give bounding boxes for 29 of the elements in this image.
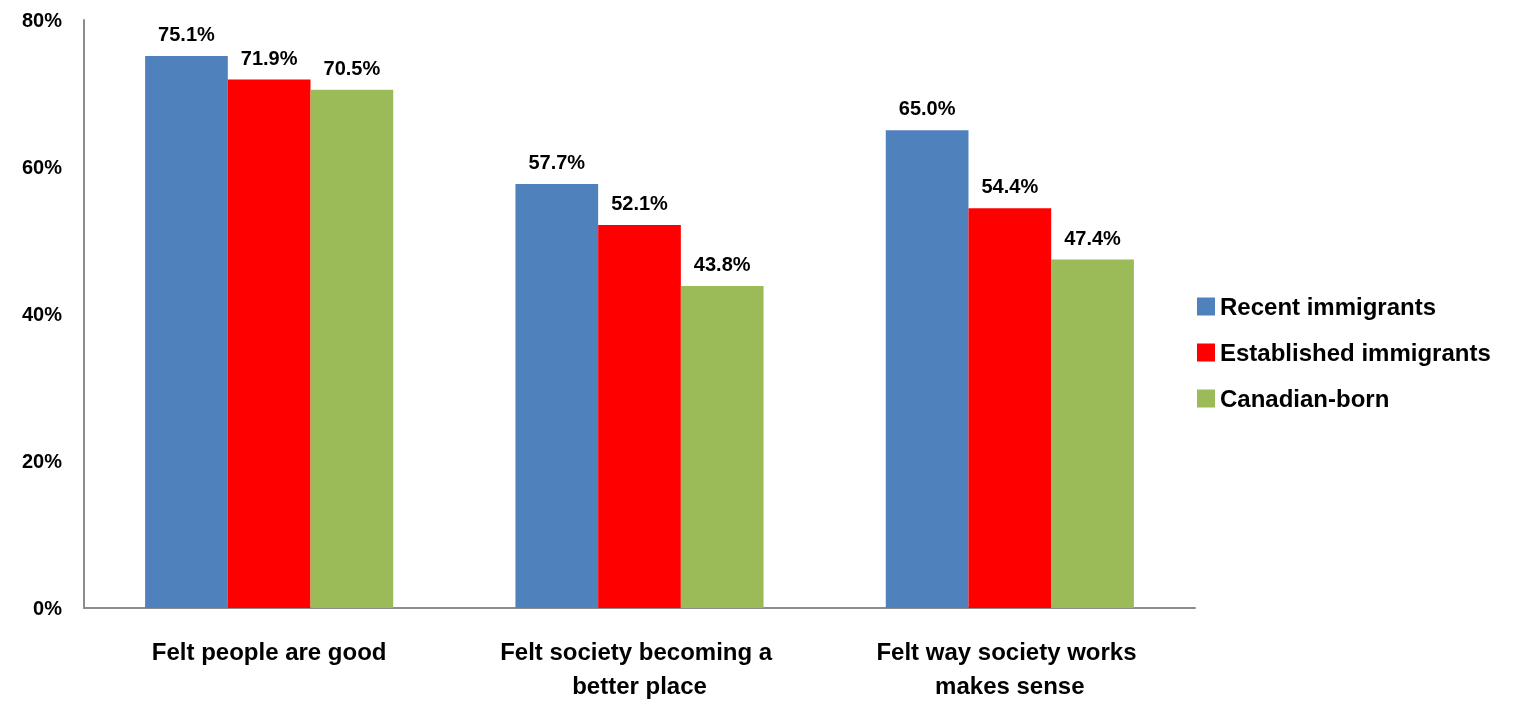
data-label: 70.5%: [323, 56, 381, 79]
data-label: 54.4%: [981, 175, 1039, 198]
y-tick-label: 20%: [21, 450, 63, 472]
x-tick-label: Felt way society works makes sense: [876, 637, 1144, 699]
data-label: 52.1%: [611, 192, 669, 215]
bar: [310, 89, 394, 608]
y-tick-label: 40%: [21, 303, 63, 325]
bar: [968, 208, 1052, 608]
y-tick-label: 80%: [21, 9, 63, 31]
bar: [598, 225, 681, 608]
legend-label: Recent immigrants: [1220, 293, 1437, 320]
legend-label: Canadian-born: [1220, 385, 1390, 412]
x-tick-label: Felt society becoming a better place: [500, 637, 779, 699]
y-tick-label: 60%: [21, 156, 63, 178]
bar: [515, 183, 599, 608]
bar: [145, 56, 228, 608]
data-label: 47.4%: [1064, 226, 1122, 249]
data-label: 71.9%: [240, 46, 298, 69]
data-label: 75.1%: [158, 23, 216, 46]
x-tick-label: Felt people are good: [151, 637, 387, 665]
bar: [680, 286, 764, 608]
legend-label: Established immigrants: [1220, 339, 1491, 366]
bar: [885, 130, 969, 608]
bar: [227, 79, 311, 608]
y-tick-label: 0%: [33, 597, 63, 619]
data-label: 57.7%: [528, 150, 586, 173]
data-label: 43.8%: [693, 253, 751, 276]
bar: [1051, 259, 1134, 608]
data-label: 65.0%: [898, 97, 956, 120]
